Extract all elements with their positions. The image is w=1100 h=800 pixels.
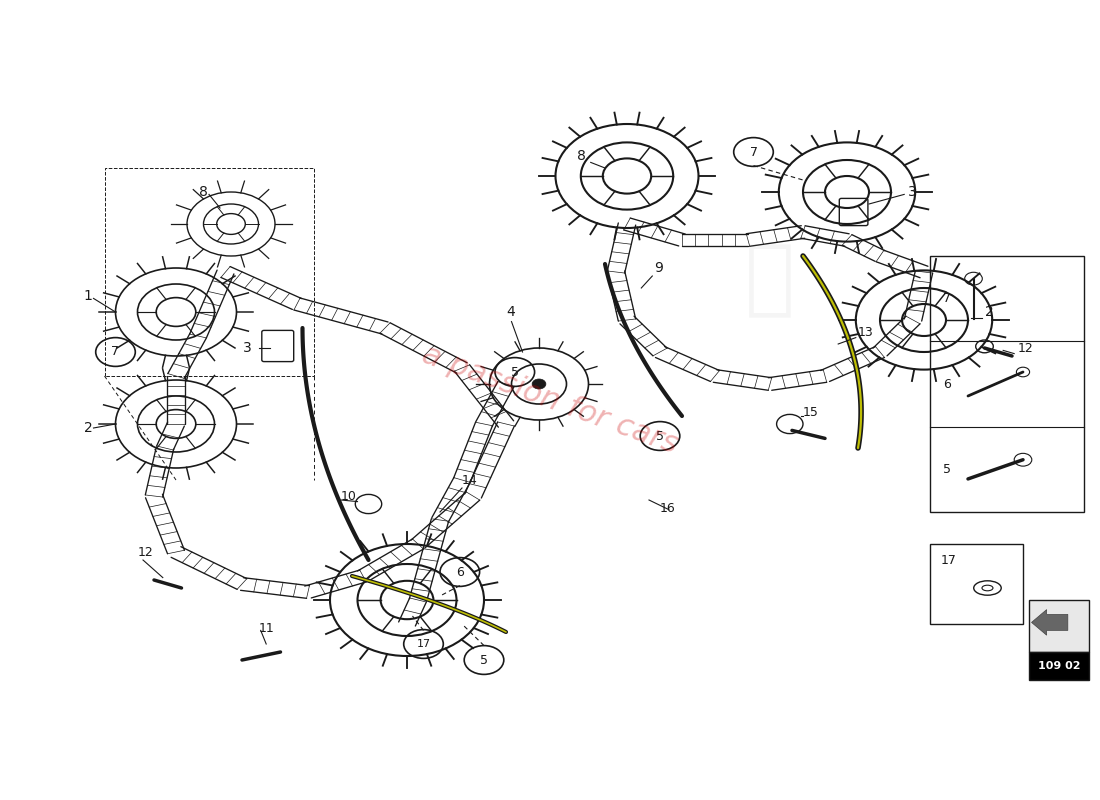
Bar [1028, 652, 1089, 680]
Text: 10: 10 [341, 490, 356, 503]
Text: 3: 3 [908, 185, 916, 199]
Text: 6: 6 [943, 378, 950, 390]
Bar [930, 256, 1084, 512]
Text: 5: 5 [510, 366, 519, 378]
Circle shape [532, 379, 546, 389]
Text: 16: 16 [660, 502, 675, 515]
Text: 4: 4 [506, 305, 515, 319]
Text: 17: 17 [417, 639, 430, 649]
Text: 6: 6 [455, 566, 464, 578]
Bar [1028, 600, 1089, 652]
Text: 1: 1 [84, 289, 92, 303]
Text: 109 02: 109 02 [1037, 661, 1080, 671]
Text: 5: 5 [480, 654, 488, 666]
Text: 11: 11 [258, 622, 274, 635]
Text: 2: 2 [84, 421, 92, 435]
Text: 9: 9 [654, 261, 663, 275]
Text: 12: 12 [1018, 342, 1033, 355]
Text: 7: 7 [943, 292, 950, 305]
Text: 5: 5 [943, 463, 950, 476]
Text: 8: 8 [199, 185, 208, 199]
Text: a passion for cars: a passion for cars [418, 340, 682, 460]
Text: 15: 15 [803, 406, 818, 419]
Text: 14: 14 [462, 474, 477, 487]
Text: 5: 5 [656, 430, 664, 442]
Text: 🐂: 🐂 [745, 239, 795, 321]
Text: 12: 12 [138, 546, 153, 559]
Text: 7: 7 [749, 146, 758, 158]
Text: 17: 17 [940, 554, 956, 566]
FancyArrow shape [1032, 610, 1068, 635]
Text: 7: 7 [111, 346, 120, 358]
Text: 13: 13 [858, 326, 873, 339]
Bar [930, 544, 1023, 624]
Text: 2: 2 [984, 305, 993, 319]
Text: 3: 3 [243, 341, 252, 355]
Text: 8: 8 [578, 149, 586, 163]
